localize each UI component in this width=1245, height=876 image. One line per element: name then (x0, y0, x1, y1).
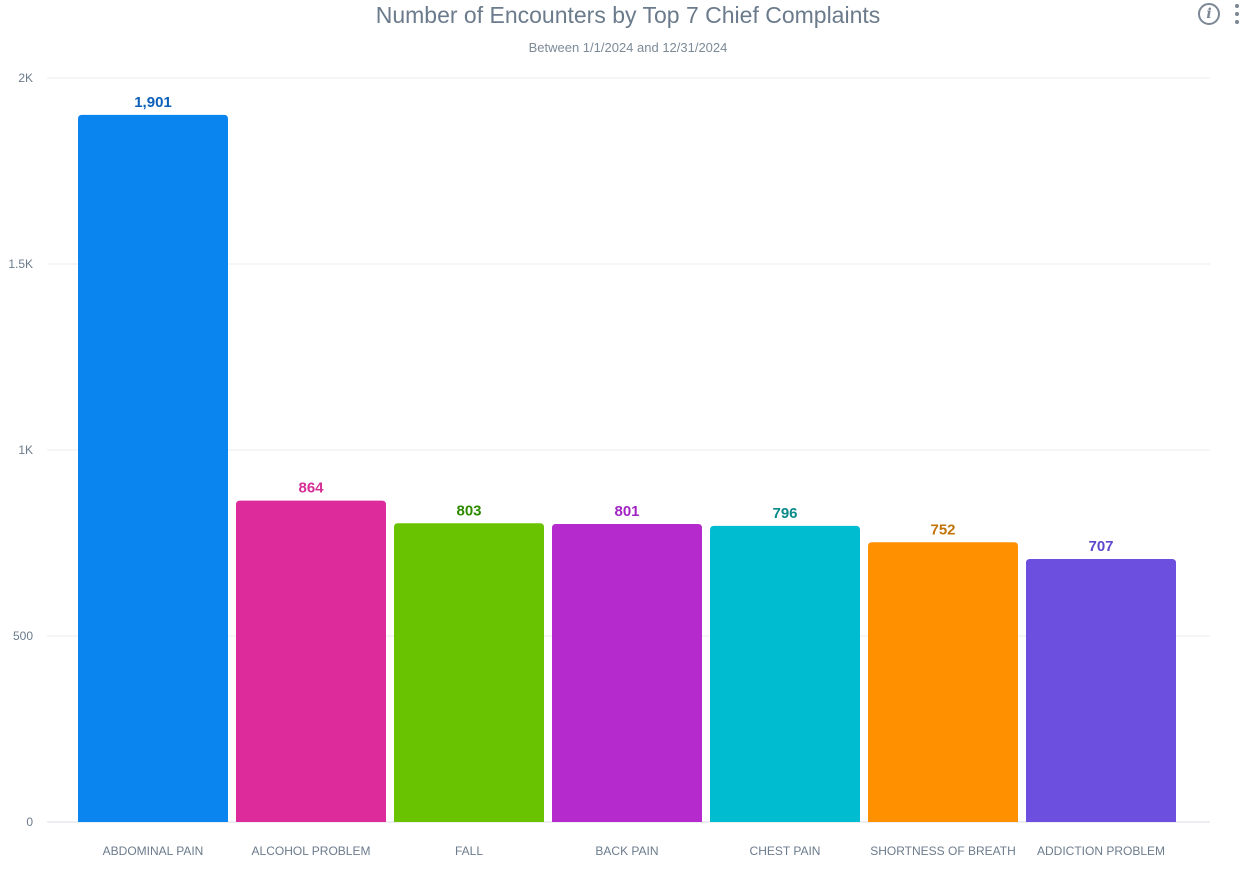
bar[interactable] (868, 542, 1018, 822)
bar[interactable] (1026, 558, 1176, 822)
info-icon[interactable]: i (1198, 3, 1220, 25)
x-tick-label: BACK PAIN (595, 844, 658, 858)
data-label: 803 (456, 502, 481, 519)
y-tick-label: 2K (18, 71, 33, 85)
bar[interactable] (710, 525, 860, 822)
data-label: 1,901 (134, 94, 172, 111)
data-label: 752 (930, 521, 955, 538)
y-tick-label: 500 (13, 629, 33, 643)
data-label: 796 (772, 505, 797, 522)
y-tick-label: 1.5K (8, 257, 33, 271)
y-tick-label: 0 (26, 815, 33, 829)
x-tick-label: ALCOHOL PROBLEM (252, 844, 371, 858)
chart-subtitle: Between 1/1/2024 and 12/31/2024 (528, 40, 728, 55)
data-label: 707 (1088, 538, 1113, 555)
x-tick-label: ABDOMINAL PAIN (103, 844, 204, 858)
bar[interactable] (236, 500, 386, 822)
bar[interactable] (78, 114, 228, 822)
x-tick-label: FALL (455, 844, 483, 858)
chart-title: Number of Encounters by Top 7 Chief Comp… (375, 2, 881, 28)
x-tick-label: SHORTNESS OF BREATH (870, 844, 1016, 858)
data-label: 864 (298, 480, 324, 497)
y-tick-label: 1K (18, 443, 33, 457)
bar[interactable] (394, 523, 544, 822)
x-tick-label: ADDICTION PROBLEM (1037, 844, 1165, 858)
more-vertical-icon[interactable] (1233, 4, 1241, 26)
bar[interactable] (552, 524, 702, 822)
data-label: 801 (614, 503, 639, 520)
x-tick-label: CHEST PAIN (750, 844, 821, 858)
